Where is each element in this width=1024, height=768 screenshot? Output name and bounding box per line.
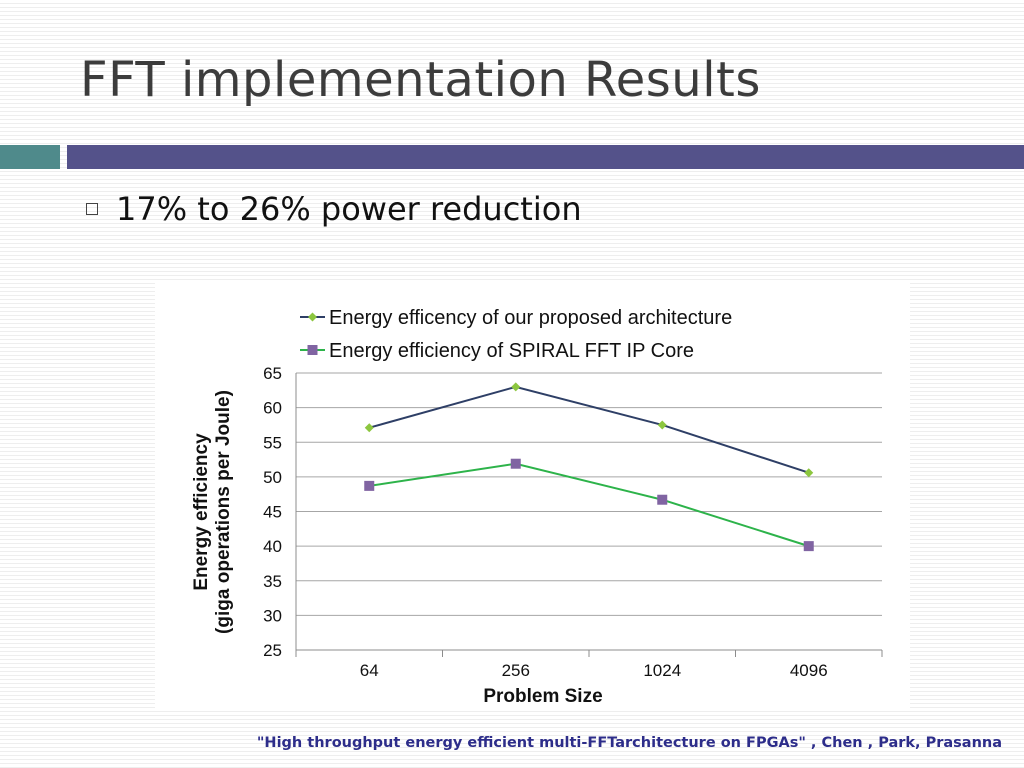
chart-series [364, 382, 814, 552]
y-axis-title-line2: (giga operations per Joule) [213, 390, 234, 634]
x-axis-title: Problem Size [483, 686, 602, 707]
data-point-series0-1024 [657, 420, 667, 430]
chart-axes: 25 30 35 40 45 50 55 60 65 64 256 1024 4096 [263, 364, 883, 680]
chart-legend: Energy efficency of our proposed archite… [300, 307, 732, 362]
citation: "High throughput energy efficient multi-… [256, 735, 1002, 751]
y-tick-label-30: 30 [263, 606, 282, 625]
y-tick-label-60: 60 [263, 399, 282, 418]
legend-label-1: Energy efficiency of SPIRAL FFT IP Core [329, 340, 694, 362]
chart-panel: 25 30 35 40 45 50 55 60 65 64 256 1024 4096 Energy e… [155, 280, 910, 710]
series-line-1 [369, 462, 810, 548]
data-point-series1-1024 [657, 494, 668, 505]
x-tick-label-256: 256 [502, 661, 530, 680]
data-point-series1-256 [510, 458, 521, 469]
accent-bar-teal [0, 145, 60, 169]
bullet-item: 17% to 26% power reduction [86, 190, 582, 228]
y-axis-title-line1: Energy efficiency [191, 433, 212, 591]
y-tick-label-65: 65 [263, 364, 282, 383]
line-chart: 25 30 35 40 45 50 55 60 65 64 256 1024 4096 Energy e… [191, 307, 883, 707]
y-tick-label-35: 35 [263, 572, 282, 591]
legend-marker-0 [308, 312, 317, 322]
y-tick-label-45: 45 [263, 503, 282, 522]
legend-label-0: Energy efficency of our proposed archite… [329, 307, 732, 329]
slide-title: FFT implementation Results [80, 52, 761, 108]
x-tick-label-1024: 1024 [643, 661, 681, 680]
data-point-series0-64 [364, 423, 374, 433]
y-tick-label-50: 50 [263, 468, 282, 487]
data-point-series0-256 [511, 382, 521, 392]
y-tick-label-25: 25 [263, 641, 282, 660]
x-tick-label-4096: 4096 [790, 661, 828, 680]
series-line-0 [368, 385, 810, 474]
x-tick-label-64: 64 [360, 661, 379, 680]
y-tick-label-40: 40 [263, 537, 282, 556]
data-point-series1-4096 [803, 541, 814, 552]
accent-bar-purple [67, 145, 1024, 169]
legend-marker-1 [307, 345, 318, 355]
data-point-series1-64 [364, 480, 375, 491]
data-point-series0-4096 [804, 468, 814, 478]
bullet-text: 17% to 26% power reduction [116, 190, 582, 228]
chart-grid [296, 372, 882, 651]
y-tick-label-55: 55 [263, 433, 282, 452]
square-bullet-icon [86, 203, 98, 215]
